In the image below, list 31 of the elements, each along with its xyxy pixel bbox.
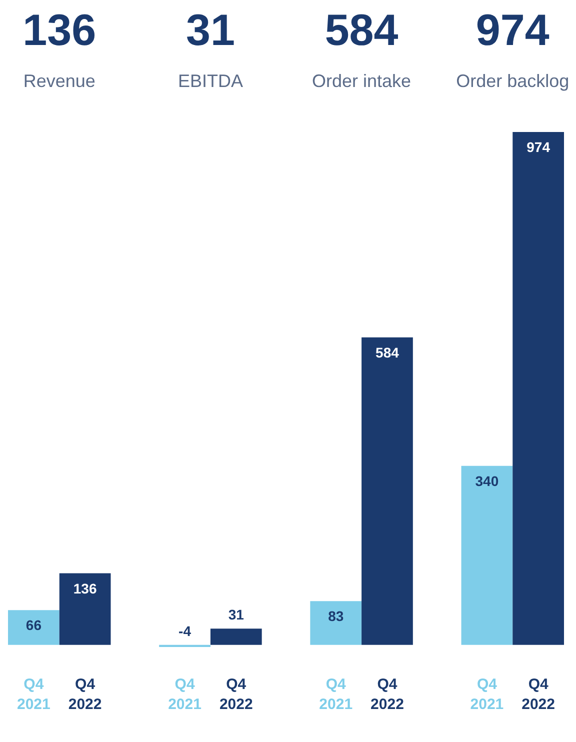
x-tick-label: Order backlog xyxy=(456,71,570,91)
text: Q4 2021 xyxy=(319,676,353,713)
bar xyxy=(8,610,60,645)
data-label: 83 xyxy=(328,608,344,624)
data-label: 66 xyxy=(26,617,42,634)
series-label: Q4 2021 xyxy=(168,676,202,713)
x-tick-label: Revenue xyxy=(23,71,96,91)
data-label: -4 xyxy=(178,622,192,639)
data-label: 584 xyxy=(324,6,399,55)
bar xyxy=(512,132,564,645)
annotation: 584 xyxy=(376,344,400,360)
bar xyxy=(362,337,413,645)
text: Q4 2022 xyxy=(219,676,253,713)
x-tick-label: EBITDA xyxy=(178,71,243,91)
text: Q4 2022 xyxy=(522,676,556,713)
text: Q4 2022 xyxy=(68,676,102,713)
text: Q4 2021 xyxy=(470,676,504,713)
bar xyxy=(210,628,262,645)
data-label: 340 xyxy=(475,472,499,489)
bar xyxy=(59,573,111,645)
x-tick-label: Order intake xyxy=(312,71,412,91)
text: Q4 2022 xyxy=(370,676,404,713)
text: Q4 2021 xyxy=(16,676,50,713)
data-label: 136 xyxy=(22,6,96,55)
bar xyxy=(310,601,362,645)
data-label: 31 xyxy=(186,6,235,55)
annotation: 31 xyxy=(228,606,244,623)
bar xyxy=(461,466,513,645)
data-label: 974 xyxy=(476,6,550,55)
annotation: 974 xyxy=(526,139,550,155)
annotation: 136 xyxy=(73,580,97,596)
